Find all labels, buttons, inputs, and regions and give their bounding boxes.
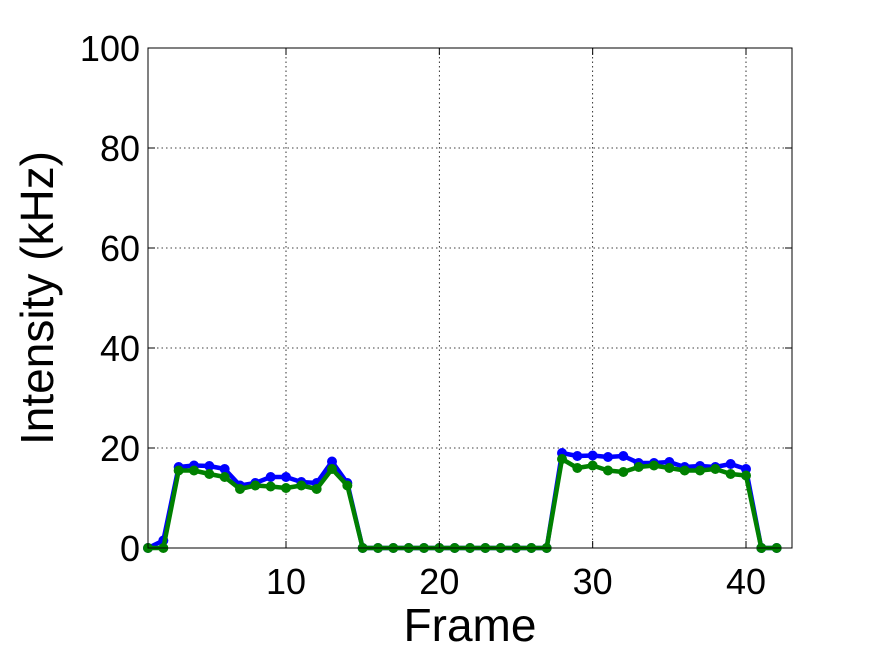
series-1-point — [572, 451, 583, 461]
series-1-point — [204, 461, 215, 471]
x-tick-label: 10 — [266, 561, 306, 602]
x-tick-label: 40 — [726, 561, 766, 602]
series-1-point — [725, 459, 736, 469]
series-2-point — [250, 480, 261, 491]
series-1-point — [603, 452, 613, 462]
x-tick-label: 20 — [419, 561, 459, 602]
series-1-point — [587, 450, 598, 461]
x-tick-label: 30 — [573, 561, 613, 602]
series-2-point — [679, 465, 690, 476]
plot-frame — [147, 47, 793, 549]
series-2-point — [281, 483, 291, 493]
series-2-point — [327, 464, 337, 474]
series-2-point — [265, 481, 276, 492]
series-1-point — [219, 464, 230, 474]
series-2-point — [557, 454, 567, 464]
series-1-point — [327, 456, 337, 467]
x-axis-label: Frame — [404, 599, 537, 651]
plot-background — [148, 48, 792, 548]
y-axis-label: Intensity (kHz) — [11, 151, 63, 445]
series-2-point — [664, 463, 675, 473]
ticks: 10 20 30 40 0 20 40 60 80 100 — [80, 28, 792, 602]
series-2-point — [603, 465, 613, 476]
series-1-point — [281, 472, 291, 482]
series-2-point — [710, 464, 721, 474]
y-tick-label: 100 — [80, 28, 140, 69]
series-2-point — [618, 467, 629, 477]
series-2-point — [296, 480, 307, 491]
series-2-point — [649, 460, 659, 471]
y-tick-label: 80 — [100, 128, 140, 169]
y-tick-label: 20 — [100, 428, 140, 469]
series-2-point — [189, 465, 199, 476]
series-2-point — [725, 469, 736, 479]
series-2-point — [219, 472, 230, 482]
series-2-point — [235, 484, 245, 494]
y-tick-label: 0 — [120, 528, 140, 569]
series-2-point — [342, 480, 353, 491]
series-2-point — [587, 460, 598, 471]
grid — [148, 48, 792, 548]
series-2-point — [311, 484, 322, 494]
series-2-point — [633, 462, 644, 472]
series-2-point — [173, 465, 184, 476]
series-1-point — [618, 451, 629, 461]
y-tick-label: 60 — [100, 228, 140, 269]
series-2-point — [204, 469, 215, 479]
series-2-point — [741, 470, 751, 481]
series-2 — [143, 454, 782, 553]
series-layer — [143, 448, 782, 553]
y-tick-label: 40 — [100, 328, 140, 369]
series-2-point — [572, 463, 583, 473]
series-2-point — [695, 465, 705, 476]
series-1-point — [265, 472, 276, 482]
